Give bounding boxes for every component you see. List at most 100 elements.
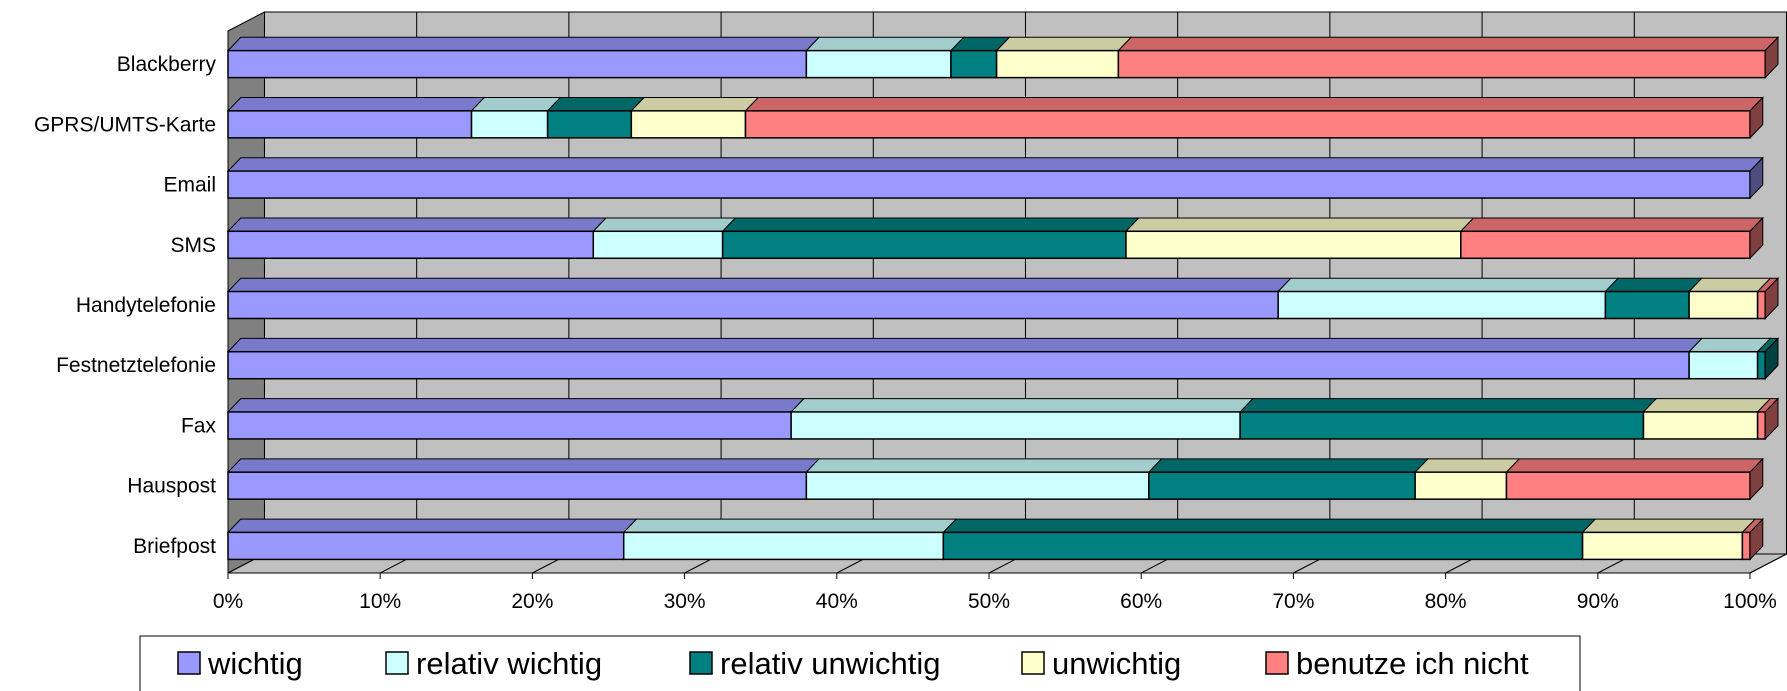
legend-swatch bbox=[385, 651, 409, 675]
legend-item: wichtig bbox=[177, 646, 303, 681]
bar-segment-top bbox=[226, 458, 821, 473]
category-label: GPRS/UMTS-Karte bbox=[34, 113, 216, 136]
bar-segment bbox=[1756, 290, 1766, 320]
bar-segment bbox=[1148, 471, 1416, 500]
bar-segment bbox=[630, 110, 747, 139]
bar-segment-top bbox=[1642, 398, 1772, 413]
bar-segment-top bbox=[226, 36, 821, 52]
legend-label: relativ wichtig bbox=[416, 646, 602, 681]
category-label: Briefpost bbox=[133, 535, 216, 558]
bar-segment bbox=[227, 411, 792, 440]
x-tick-label: 60% bbox=[1120, 590, 1162, 613]
bar-segment bbox=[1642, 411, 1759, 440]
bar-segment-side bbox=[1764, 397, 1779, 441]
bar-segment bbox=[1125, 230, 1462, 260]
legend: wichtig relativ wichtig relativ unwichtig u… bbox=[139, 635, 1581, 691]
bar-segment bbox=[790, 411, 1241, 440]
x-tick-label: 20% bbox=[511, 590, 553, 613]
bar-segment-top bbox=[1505, 458, 1764, 473]
x-tick-label: 100% bbox=[1723, 590, 1777, 613]
bar-segment bbox=[1756, 411, 1766, 440]
bar-segment-top bbox=[226, 97, 486, 112]
x-tick-label: 10% bbox=[359, 590, 401, 613]
bar-segment bbox=[995, 49, 1120, 79]
legend-label: benutze ich nicht bbox=[1296, 646, 1529, 681]
bar-segment-top bbox=[744, 97, 1764, 112]
bar-segment bbox=[227, 471, 808, 500]
bar-segment bbox=[950, 49, 998, 79]
floor-gridline bbox=[1749, 553, 1787, 574]
bar-segment-top bbox=[1413, 458, 1521, 473]
bar-row: Blackberry bbox=[117, 36, 1780, 79]
bar-row: Fax bbox=[181, 397, 1780, 441]
bar-segment bbox=[227, 290, 1279, 320]
x-tick-label: 40% bbox=[816, 590, 858, 613]
bar-segment bbox=[744, 110, 1751, 139]
bar-segment-side bbox=[1749, 457, 1764, 501]
x-tick-label: 70% bbox=[1272, 590, 1314, 613]
legend-swatch bbox=[177, 651, 201, 675]
bar-segment-top bbox=[1581, 518, 1757, 533]
bar-segment-top bbox=[622, 518, 958, 533]
bar-segment bbox=[622, 531, 945, 561]
bar-segment-top bbox=[995, 36, 1133, 52]
bar-segment bbox=[1460, 230, 1751, 260]
legend-item: unwichtig bbox=[1021, 646, 1181, 681]
bars: Blackberry GPRS/UMTS-Karte Email SMS Handyte… bbox=[34, 36, 1780, 561]
bar-segment-side bbox=[1764, 276, 1779, 320]
legend-item: relativ wichtig bbox=[385, 646, 602, 681]
bar-segment-top bbox=[226, 337, 1704, 353]
bar-segment bbox=[592, 230, 724, 260]
category-label: Hauspost bbox=[127, 475, 216, 498]
bar-segment-side bbox=[1749, 216, 1764, 260]
bar-segment bbox=[805, 49, 952, 79]
bar-segment bbox=[546, 110, 633, 139]
bar-segment bbox=[227, 49, 808, 79]
bar-segment bbox=[1414, 471, 1508, 500]
bar-segment-side bbox=[1749, 96, 1764, 140]
bar-segment bbox=[1756, 350, 1766, 380]
x-tick-label: 30% bbox=[664, 590, 706, 613]
legend-item: relativ unwichtig bbox=[689, 646, 941, 681]
x-tick-label: 90% bbox=[1577, 590, 1619, 613]
legend-item: benutze ich nicht bbox=[1265, 646, 1529, 681]
bar-segment-top bbox=[226, 157, 1764, 172]
bar-segment bbox=[1277, 290, 1607, 320]
bar-segment bbox=[805, 471, 1150, 500]
bar-segment-top bbox=[1459, 217, 1764, 232]
bar-segment-top bbox=[226, 518, 638, 533]
bar-segment bbox=[470, 110, 549, 139]
bar-segment-top bbox=[805, 458, 1163, 473]
bar-segment bbox=[227, 531, 625, 561]
bar-segment-side bbox=[1749, 517, 1764, 561]
bar-segment-top bbox=[789, 398, 1255, 413]
bar-segment-top bbox=[1604, 277, 1704, 292]
bar-segment-top bbox=[1117, 36, 1780, 52]
bar-segment bbox=[1117, 49, 1766, 79]
bar-segment-top bbox=[592, 217, 737, 232]
bar-segment-side bbox=[1764, 337, 1779, 380]
legend-label: unwichtig bbox=[1052, 646, 1181, 681]
bar-segment-top bbox=[1238, 398, 1658, 413]
bar-segment-top bbox=[721, 217, 1140, 232]
bar-segment bbox=[721, 230, 1127, 260]
legend-swatch bbox=[1021, 651, 1045, 675]
bar-segment-side bbox=[1749, 156, 1764, 200]
category-label: Blackberry bbox=[117, 53, 217, 76]
x-tick-label: 50% bbox=[968, 590, 1010, 613]
bar-row: SMS bbox=[170, 216, 1764, 260]
bar-segment-top bbox=[1687, 277, 1772, 292]
x-tick-label: 80% bbox=[1425, 590, 1467, 613]
bar-segment-top bbox=[805, 36, 965, 52]
bar-row: GPRS/UMTS-Karte bbox=[34, 96, 1764, 140]
legend-label: relativ unwichtig bbox=[720, 646, 941, 681]
bar-segment bbox=[1688, 350, 1759, 380]
category-label: SMS bbox=[170, 234, 216, 257]
bar-segment bbox=[1239, 411, 1645, 440]
bar-segment bbox=[227, 230, 595, 260]
bar-segment-top bbox=[1687, 337, 1772, 353]
legend-box bbox=[139, 635, 1581, 691]
bar-row: Email bbox=[163, 156, 1764, 200]
bar-row: Briefpost bbox=[133, 517, 1764, 561]
